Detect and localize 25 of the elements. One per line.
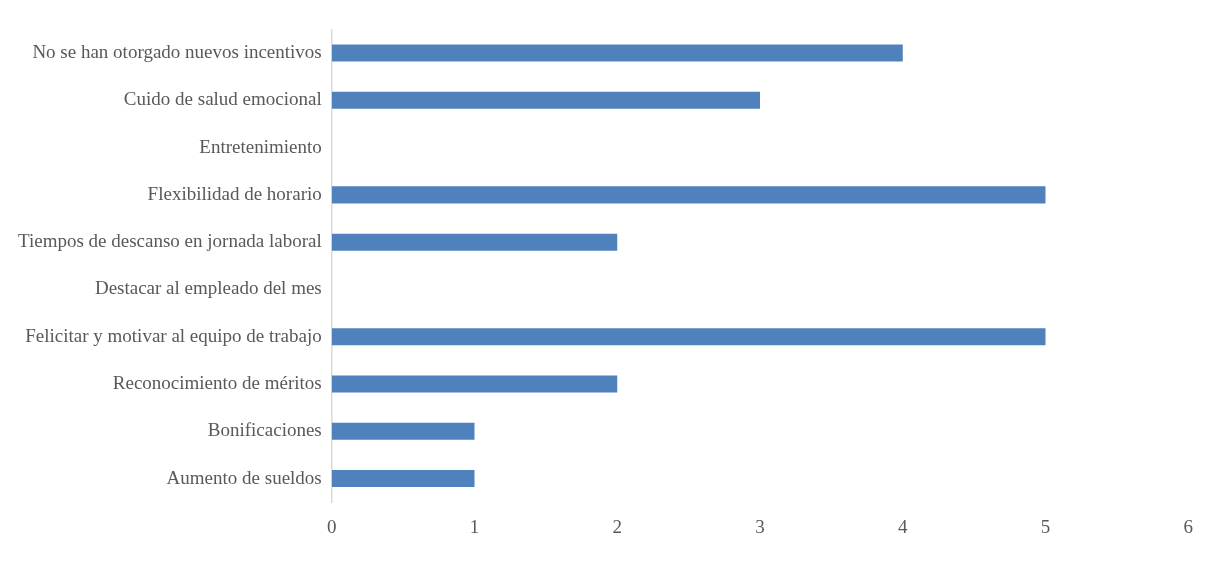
x-tick-label: 3 <box>755 515 765 537</box>
bar <box>331 233 618 251</box>
x-tick-label: 0 <box>327 515 337 537</box>
bar <box>331 186 1046 204</box>
y-tick-label: Cuido de salud emocional <box>123 88 322 110</box>
y-tick-label: Flexibilidad de horario <box>147 182 322 204</box>
y-tick-label: Tiempos de descanso en jornada laboral <box>18 230 322 252</box>
bar <box>331 422 475 440</box>
x-tick-label: 4 <box>898 515 908 537</box>
x-tick-label: 2 <box>612 515 622 537</box>
x-tick-label: 1 <box>469 515 480 537</box>
bar <box>331 91 760 109</box>
y-tick-label: No se han otorgado nuevos incentivos <box>32 41 322 63</box>
bar <box>331 470 475 488</box>
y-tick-label: Bonificaciones <box>207 419 322 441</box>
y-tick-label: Aumento de sueldos <box>166 466 322 488</box>
y-tick-label: Entretenimiento <box>199 135 322 157</box>
x-tick-label: 5 <box>1040 515 1051 537</box>
bar <box>331 44 903 62</box>
y-tick-label: Felicitar y motivar al equipo de trabajo <box>25 324 322 346</box>
y-tick-label: Reconocimiento de méritos <box>112 371 322 393</box>
x-tick-label: 6 <box>1183 515 1193 537</box>
bar <box>331 328 1046 346</box>
bar <box>331 375 618 393</box>
y-tick-label: Destacar al empleado del mes <box>94 277 322 299</box>
